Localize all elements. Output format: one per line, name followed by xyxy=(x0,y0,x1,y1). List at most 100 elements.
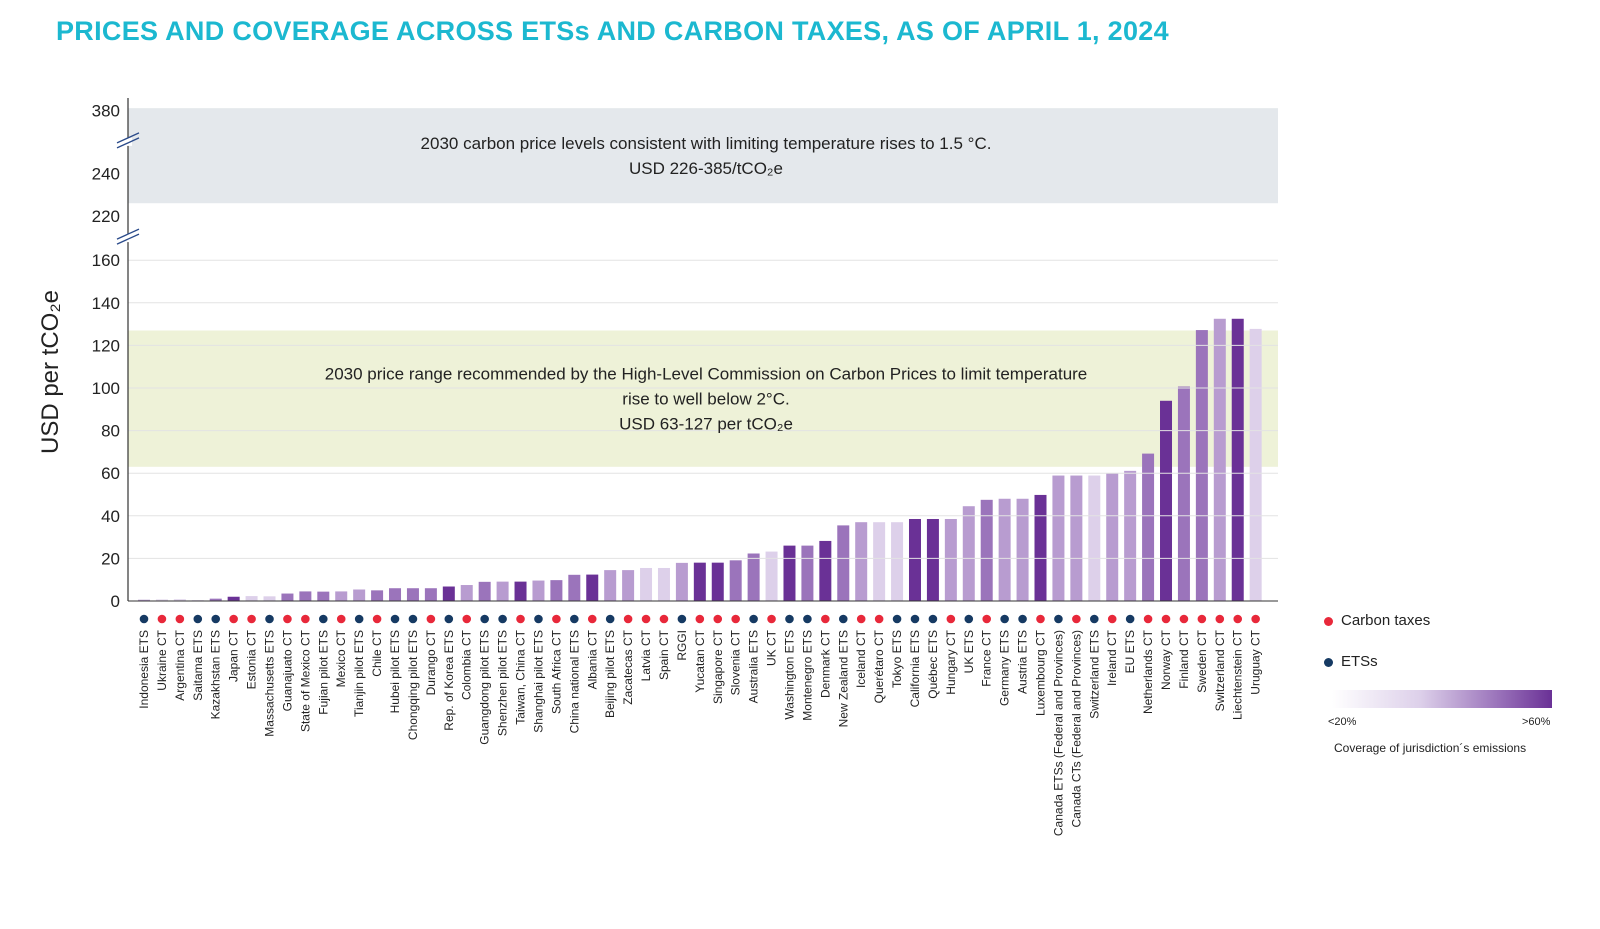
bar xyxy=(299,591,312,601)
instrument-dot xyxy=(1054,614,1063,624)
reference-band xyxy=(128,108,1278,204)
x-tick-label: Kazakhstan ETS xyxy=(209,630,223,719)
y-axis: 0 20 40 60 80 100 120 140 160 220 240 380 USD per tC… xyxy=(37,98,1278,611)
x-tick-label: Indonesia ETS xyxy=(137,630,151,709)
instrument-dot xyxy=(1197,614,1207,624)
instrument-dot xyxy=(1018,614,1027,624)
instrument-dot xyxy=(587,614,597,624)
instrument-dot xyxy=(157,614,167,624)
x-tick-label: Québec ETS xyxy=(926,630,940,699)
x-tick-label: Saitama ETS xyxy=(191,630,205,701)
band-label: USD 226-385/tCO₂e xyxy=(629,159,783,178)
x-tick-label: Tokyo ETS xyxy=(890,630,904,688)
instrument-dot xyxy=(767,614,776,624)
x-tick-label: Canada ETSs (Federal and Provinces) xyxy=(1051,630,1065,836)
instrument-dot xyxy=(821,614,830,624)
y-axis-title: USD per tCO₂e xyxy=(37,290,64,454)
y-tick-label: 0 xyxy=(111,592,120,611)
bar xyxy=(227,596,240,601)
x-tick-label: Netherlands CT xyxy=(1141,629,1155,714)
instrument-dot xyxy=(1179,614,1189,624)
bar xyxy=(1016,498,1029,601)
instrument-dot xyxy=(731,614,740,624)
instrument-dot xyxy=(838,614,848,624)
x-tick-label: Australia ETS xyxy=(747,630,761,703)
x-tick-label: Japan CT xyxy=(227,629,241,682)
bar xyxy=(926,518,939,601)
instrument-dot xyxy=(1107,614,1117,624)
y-tick-label: 20 xyxy=(101,549,120,568)
x-tick-label: Colombia CT xyxy=(460,629,474,700)
x-tick-label: Chile CT xyxy=(370,629,384,676)
chart-title: PRICES AND COVERAGE ACROSS ETSs AND CARB… xyxy=(56,16,1169,46)
bar xyxy=(891,522,904,601)
y-tick-label: 240 xyxy=(92,164,120,183)
bar xyxy=(1177,386,1190,601)
bar xyxy=(962,506,975,601)
y-tick-label: 380 xyxy=(92,101,120,120)
y-tick-label: 140 xyxy=(92,294,120,313)
legend-etss: ETSs xyxy=(1324,653,1378,670)
axis-break-mark xyxy=(116,233,140,245)
instrument-dot xyxy=(301,614,310,624)
instrument-dot xyxy=(1000,614,1009,624)
bar xyxy=(1106,473,1119,601)
x-tick-label: Austria ETS xyxy=(1016,630,1030,694)
x-tick-label: Albania CT xyxy=(585,629,599,689)
bar xyxy=(478,581,491,601)
bar xyxy=(1052,475,1065,601)
instrument-dot xyxy=(552,614,561,624)
instrument-dot xyxy=(982,614,992,624)
x-tick-label: New Zealand ETS xyxy=(836,630,850,727)
x-tick-label: Sweden CT xyxy=(1195,629,1209,692)
bar xyxy=(317,591,330,601)
bar xyxy=(442,586,455,601)
x-tick-label: Massachusetts ETS xyxy=(263,630,277,737)
bar xyxy=(263,596,276,601)
coverage-gradient-bar xyxy=(1332,690,1552,708)
x-tick-label: Mexico CT xyxy=(334,629,348,687)
x-tick-label: Hungary CT xyxy=(944,629,958,694)
coverage-min-label: <20% xyxy=(1328,716,1357,728)
instrument-dot xyxy=(319,614,328,624)
instrument-dot xyxy=(856,614,866,624)
bar xyxy=(1124,470,1137,601)
band-label: 2030 carbon price levels consistent with… xyxy=(421,134,992,153)
instrument-dot xyxy=(677,614,687,624)
x-tick-label: RGGI xyxy=(675,630,689,661)
instrument-dot xyxy=(175,614,185,624)
axis-break-mark xyxy=(116,228,140,240)
bar xyxy=(1249,328,1262,601)
instrument-dot xyxy=(372,614,382,624)
x-tick-label: Tianjin pilot ETS xyxy=(352,630,366,717)
x-tick-label: Ukraine CT xyxy=(155,629,169,690)
bar xyxy=(783,545,796,601)
ets-dot-icon xyxy=(1324,657,1333,667)
instrument-dot xyxy=(534,614,543,624)
coverage-caption: Coverage of jurisdiction´s emissions xyxy=(1334,741,1527,755)
instrument-dot xyxy=(462,614,472,624)
bar xyxy=(765,551,778,601)
bar xyxy=(389,588,402,601)
bar xyxy=(747,553,760,601)
x-tick-label: California ETS xyxy=(908,630,922,707)
bar xyxy=(460,585,473,601)
y-tick-label: 160 xyxy=(92,251,120,270)
carbon-tax-dot-icon xyxy=(1324,616,1333,626)
instrument-dot xyxy=(211,614,221,624)
bar xyxy=(209,598,222,601)
bar xyxy=(335,591,348,601)
bar xyxy=(837,525,850,601)
bar xyxy=(155,599,168,601)
instrument-dot xyxy=(1089,614,1099,624)
instrument-dots xyxy=(139,614,1260,624)
bars-group xyxy=(138,318,1262,601)
bar xyxy=(622,570,635,601)
x-tick-label: Latvia CT xyxy=(639,629,653,681)
x-tick-label: Rep. of Korea ETS xyxy=(442,630,456,731)
bar xyxy=(944,518,957,601)
instrument-dot xyxy=(498,614,507,624)
bar xyxy=(1213,318,1226,601)
band-label: 2030 price range recommended by the High… xyxy=(325,365,1088,384)
instrument-dot xyxy=(265,614,274,624)
